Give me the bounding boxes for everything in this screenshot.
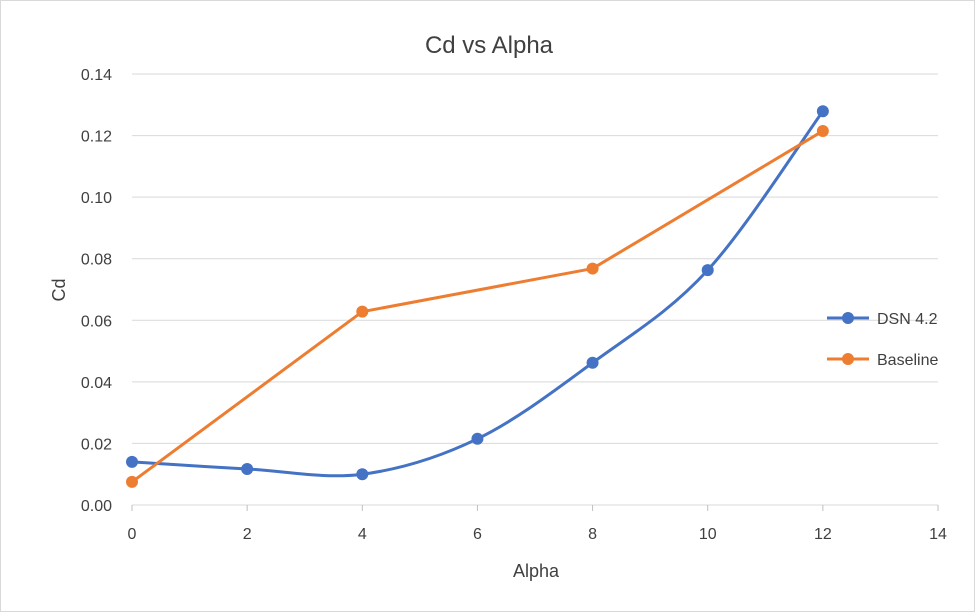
series-dsn-4-2 xyxy=(126,105,829,481)
data-point-dsn-4-2 xyxy=(586,356,599,369)
x-tick-label: 0 xyxy=(128,526,137,543)
legend: DSN 4.2 Baseline xyxy=(827,311,938,369)
series-line-baseline xyxy=(130,129,825,484)
y-axis-title: Cd xyxy=(49,278,69,301)
y-tick-label: 0.08 xyxy=(81,252,112,269)
y-tick-label: 0.02 xyxy=(81,436,112,453)
data-point-baseline xyxy=(816,124,829,137)
y-tick-label: 0.04 xyxy=(81,375,112,392)
x-tick-label: 10 xyxy=(699,526,717,543)
series-baseline xyxy=(126,124,829,488)
y-tick-label: 0.14 xyxy=(81,67,112,84)
y-tick-label: 0.00 xyxy=(81,498,112,515)
x-axis-title: Alpha xyxy=(513,561,560,581)
data-point-dsn-4-2 xyxy=(471,432,484,445)
series-layer xyxy=(126,105,829,488)
x-tick-label: 12 xyxy=(814,526,832,543)
data-point-baseline xyxy=(586,262,599,275)
data-point-dsn-4-2 xyxy=(356,468,369,481)
x-axis-ticks: 0 2 4 6 8 10 12 14 xyxy=(128,505,947,543)
data-point-dsn-4-2 xyxy=(816,105,829,118)
data-point-dsn-4-2 xyxy=(126,455,138,468)
x-tick-label: 8 xyxy=(588,526,597,543)
legend-label-dsn-4-2: DSN 4.2 xyxy=(877,311,938,328)
x-tick-label: 6 xyxy=(473,526,482,543)
data-point-baseline xyxy=(356,305,369,318)
legend-entry-dsn-4-2: DSN 4.2 xyxy=(827,311,938,328)
x-tick-label: 14 xyxy=(929,526,947,543)
x-tick-label: 2 xyxy=(243,526,252,543)
chart-title: Cd vs Alpha xyxy=(425,32,554,59)
y-axis-ticks: 0.00 0.02 0.04 0.06 0.08 0.10 0.12 0.14 xyxy=(81,67,112,515)
data-point-dsn-4-2 xyxy=(241,462,254,475)
grid-lines xyxy=(132,73,938,506)
y-tick-label: 0.12 xyxy=(81,129,112,146)
legend-entry-baseline: Baseline xyxy=(827,352,938,369)
legend-marker-baseline xyxy=(842,353,854,365)
data-point-dsn-4-2 xyxy=(701,264,714,277)
data-point-baseline xyxy=(126,475,138,488)
y-tick-label: 0.06 xyxy=(81,313,112,330)
series-line-dsn-4-2 xyxy=(130,109,825,478)
y-tick-label: 0.10 xyxy=(81,190,112,207)
legend-label-baseline: Baseline xyxy=(877,352,938,369)
x-tick-label: 4 xyxy=(358,526,367,543)
legend-marker-dsn-4-2 xyxy=(842,312,854,324)
